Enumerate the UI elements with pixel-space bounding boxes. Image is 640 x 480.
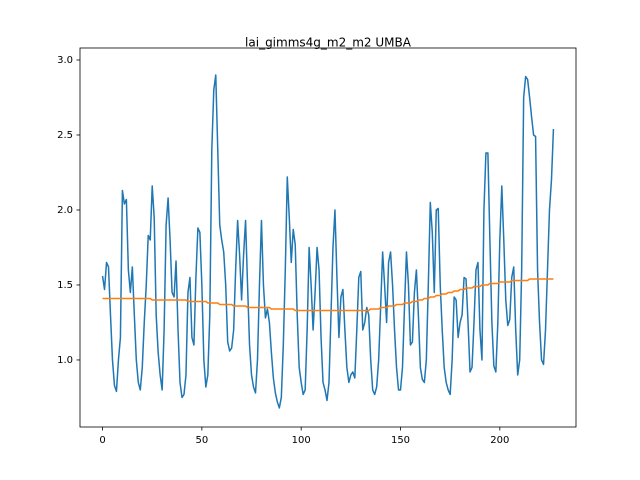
y-tick-label: 1.0 [57,355,73,366]
x-tick-label: 200 [490,435,509,446]
x-tick-label: 100 [292,435,311,446]
series-line [101,74,555,409]
y-tick-label: 2.5 [57,130,73,141]
y-tick-label: 3.0 [57,55,73,66]
axes-frame [79,47,577,428]
y-tick-label: 2.0 [57,205,73,216]
chart-title: lai_gimms4g_m2_m2 UMBA [245,36,412,50]
y-tick-label: 1.5 [57,280,73,291]
x-tick-label: 150 [391,435,410,446]
x-tick-label: 0 [99,435,105,446]
series-line [102,278,554,312]
x-tick-label: 50 [195,435,208,446]
